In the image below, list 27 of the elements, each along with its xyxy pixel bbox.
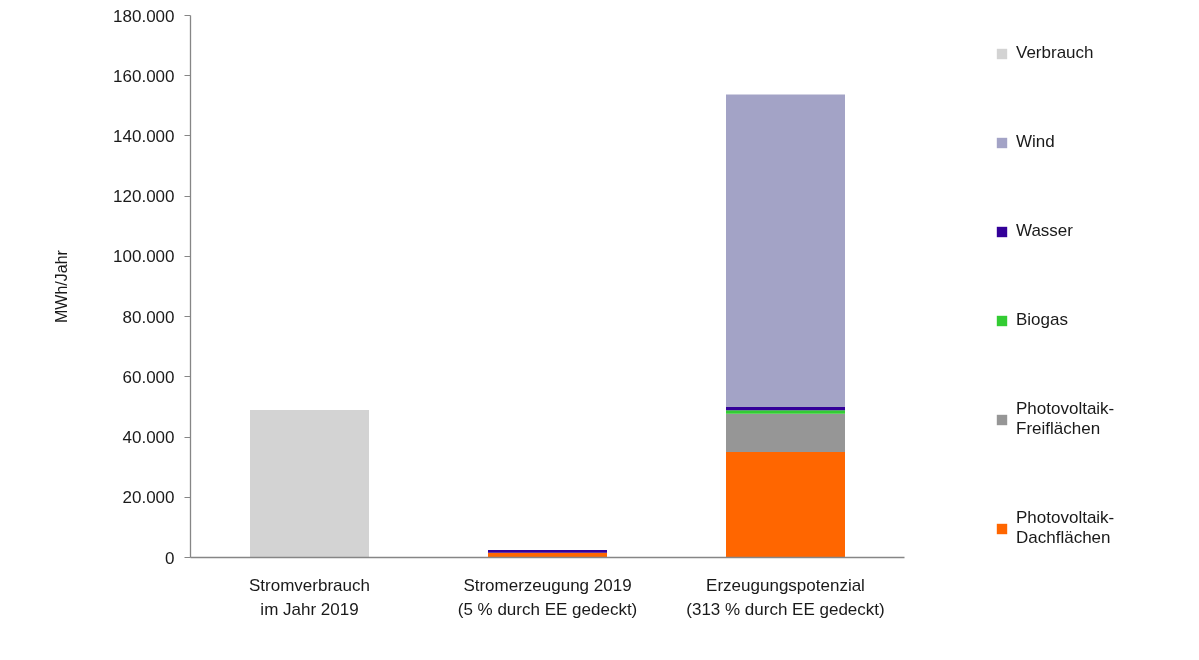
legend-label: Biogas [1016, 310, 1069, 330]
bar [726, 410, 845, 414]
x-tick-label: Stromverbrauch im Jahr 2019 [249, 575, 370, 620]
x-tick-label: Stromerzeugung 2019 (5 % durch EE gedeckt) [457, 575, 638, 620]
y-tick-label: 140.000 [113, 126, 175, 146]
legend-label: Wind [1016, 132, 1056, 152]
legend-label: Wasser [1016, 221, 1074, 241]
bar [726, 452, 845, 558]
bar [250, 409, 369, 558]
y-tick-label: 60.000 [122, 367, 175, 387]
bar [726, 94, 845, 407]
y-tick-label: 180.000 [113, 6, 175, 26]
bar [488, 549, 607, 553]
x-tick-label: Erzeugungspotenzial (313 % durch EE gedeckt) [686, 575, 885, 620]
legend-label: Photovoltaik- Freiflächen [1016, 399, 1116, 439]
bar [726, 406, 845, 411]
y-tick-label: 20.000 [122, 488, 175, 508]
y-tick-label: 120.000 [113, 187, 175, 207]
y-axis-title: MWh/Jahr [53, 249, 71, 323]
legend-label: Photovoltaik- Dachflächen [1016, 508, 1116, 548]
y-tick-label: 0 [165, 548, 175, 568]
y-tick-label: 100.000 [113, 247, 175, 267]
y-tick-label: 160.000 [113, 66, 175, 86]
y-tick-label: 80.000 [122, 307, 175, 327]
y-tick-label: 40.000 [122, 428, 175, 448]
legend-label: Verbrauch [1016, 43, 1095, 63]
bar [726, 413, 845, 453]
